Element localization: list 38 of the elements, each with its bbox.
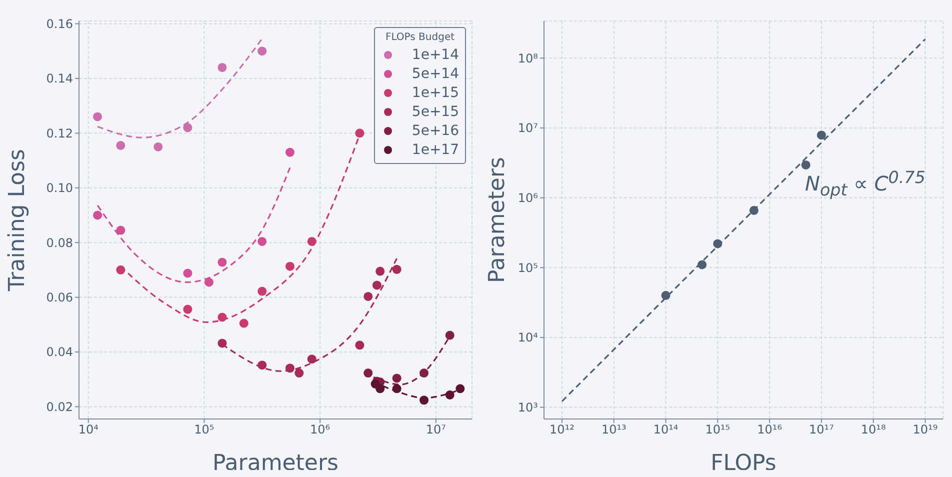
x-tick-label: 10¹⁸ [860,422,886,437]
y-tick-label: 0.14 [46,72,73,86]
y-tick-label: 0.08 [46,236,73,250]
annotation: N$_{opt}$ ∝ C$^{0.75}$ [805,168,926,200]
x-tick-label: 10¹⁶ [757,422,782,437]
x-tick-label: 10¹² [550,422,575,437]
x-tick-label: 10¹³ [601,422,627,437]
y-tick-label: 0.06 [46,290,73,305]
y-axis-title: Parameters [484,157,510,283]
y-tick-label: 10⁷ [518,121,538,136]
y-tick-label: 0.04 [46,345,73,360]
y-tick-label: 0.16 [46,16,73,31]
x-axis-title: FLOPs [710,451,776,476]
x-tick-label: 10¹⁴ [653,422,678,437]
legend-label: 1e+15 [412,84,459,100]
y-tick-label: 10⁶ [518,191,538,206]
x-tick-label: 10¹⁹ [912,422,938,437]
y-tick-label: 10⁸ [518,51,538,66]
legend-label: 5e+15 [412,104,459,120]
x-tick-label: 10¹⁷ [809,422,834,437]
x-tick-label: 10⁶ [310,422,330,437]
legend-label: 5e+16 [412,122,459,138]
legend-title: FLOPs Budget [384,32,456,43]
y-tick-label: 10⁴ [518,330,538,345]
y-tick-label: 10³ [518,400,538,415]
y-tick-label: 0.02 [46,400,73,414]
x-tick-label: 10⁷ [426,422,446,437]
y-axis-title: Training Loss [4,148,30,292]
y-tick-label: 0.10 [46,181,73,196]
y-tick-label: 0.12 [46,126,73,140]
x-tick-label: 10⁴ [78,422,99,437]
x-axis-title: Parameters [212,451,338,476]
legend-label: 1e+17 [412,142,459,158]
legend-label: 5e+14 [412,66,459,82]
x-tick-label: 10¹⁵ [705,422,730,437]
legend-label: 1e+14 [412,46,459,62]
y-tick-label: 10⁵ [518,260,538,275]
x-tick-label: 10⁵ [194,422,214,437]
